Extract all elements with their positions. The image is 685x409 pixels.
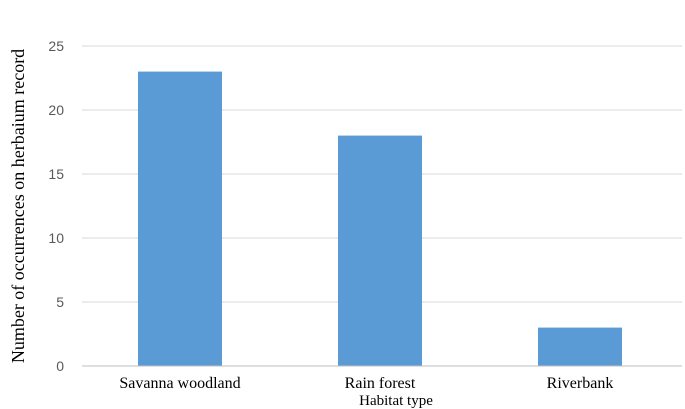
x-axis-title: Habitat type	[359, 393, 433, 409]
y-tick-label-3: 15	[48, 166, 64, 182]
y-tick-labels: 0 5 10 15 20 25	[48, 38, 64, 374]
y-tick-label-5: 25	[48, 38, 64, 54]
bar-2	[538, 328, 622, 366]
bars	[138, 72, 622, 366]
x-tick-label-2: Riverbank	[547, 375, 614, 392]
y-tick-label-4: 20	[48, 102, 64, 118]
y-axis-title: Number of occurrences on herbaium record	[8, 49, 28, 363]
x-tick-label-1: Rain forest	[345, 375, 416, 392]
y-tick-label-2: 10	[48, 230, 64, 246]
x-tick-label-0: Savanna woodland	[119, 375, 240, 392]
bar-1	[338, 136, 422, 366]
y-tick-label-1: 5	[56, 294, 64, 310]
x-tick-labels: Savanna woodland Rain forest Riverbank	[119, 375, 613, 392]
y-tick-label-0: 0	[56, 358, 64, 374]
bar-0	[138, 72, 222, 366]
